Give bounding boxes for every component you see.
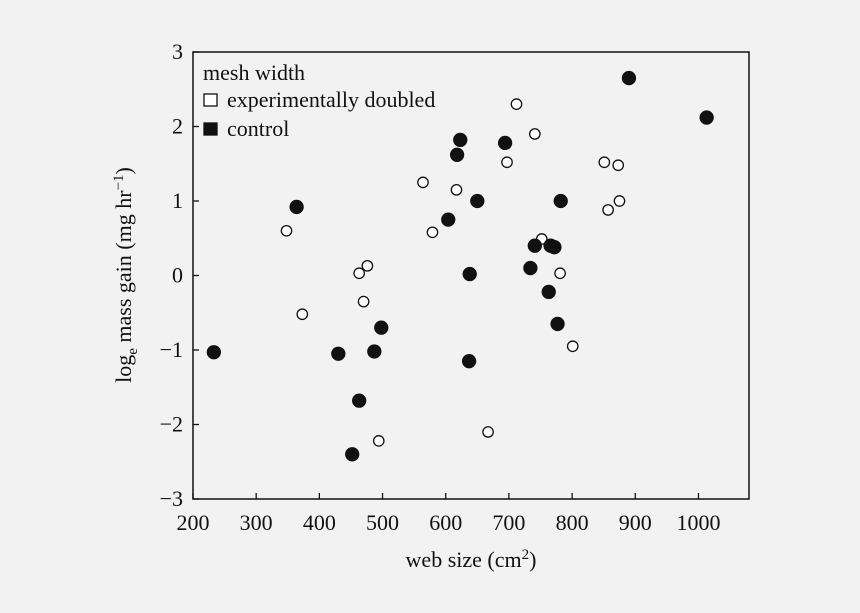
point-control: [553, 193, 568, 209]
point-control: [621, 70, 637, 86]
point-control: [367, 344, 382, 359]
point-control: [374, 320, 389, 335]
point-doubled: [417, 176, 429, 189]
point-control: [470, 193, 485, 209]
y-tick-label: −3: [160, 486, 183, 511]
x-tick-label: 300: [240, 510, 273, 535]
x-tick-label: 700: [492, 510, 525, 535]
point-doubled: [353, 267, 366, 280]
x-tick-label: 800: [556, 510, 589, 535]
point-doubled: [566, 340, 579, 353]
y-axis-label: loge mass gain (mg hr−1): [111, 167, 141, 383]
legend-swatch-open: [203, 93, 218, 107]
legend-swatch-filled: [203, 122, 218, 136]
y-tick-label: 1: [172, 188, 183, 213]
point-control: [331, 346, 346, 361]
legend-entry-doubled: experimentally doubled: [227, 87, 435, 112]
point-doubled: [372, 435, 385, 447]
point-doubled: [361, 259, 374, 272]
legend-entry-control: control: [227, 116, 289, 141]
y-tick-label: 0: [172, 263, 183, 288]
point-control: [461, 354, 477, 369]
x-tick-label: 900: [619, 510, 652, 535]
point-control: [449, 147, 465, 162]
point-doubled: [501, 156, 513, 169]
y-tick-label: −1: [160, 337, 183, 362]
point-control: [453, 132, 468, 148]
point-doubled: [598, 156, 611, 169]
point-doubled: [612, 159, 625, 172]
point-doubled: [296, 308, 309, 321]
point-control: [547, 240, 562, 255]
point-doubled: [280, 224, 293, 237]
point-doubled: [482, 426, 494, 438]
axis-ticks: 200 300 400 500 600 700 800 900 1000 −3 −2 −1 0 1 2 3: [160, 39, 721, 535]
point-control: [527, 238, 542, 253]
point-doubled: [357, 295, 370, 308]
point-doubled: [426, 226, 439, 239]
point-control: [441, 212, 456, 227]
point-control: [497, 135, 513, 151]
y-tick-label: 3: [172, 39, 183, 64]
point-control: [699, 110, 714, 125]
point-control: [352, 393, 367, 408]
y-tick-label: −2: [160, 412, 183, 437]
point-doubled: [602, 204, 614, 216]
point-control: [289, 199, 304, 215]
point-doubled: [554, 267, 566, 280]
point-control: [206, 345, 222, 360]
point-control: [550, 316, 565, 332]
x-tick-label: 200: [177, 510, 210, 535]
data-points: [206, 70, 714, 462]
x-tick-label: 1000: [676, 510, 720, 535]
legend-title: mesh width: [203, 60, 305, 85]
x-tick-label: 500: [366, 510, 399, 535]
point-control: [462, 266, 477, 282]
legend: mesh width experimentally doubled contro…: [203, 60, 435, 141]
x-axis-label: web size (cm2): [406, 547, 537, 572]
point-doubled: [528, 128, 541, 140]
point-control: [345, 447, 360, 462]
x-tick-label: 600: [429, 510, 462, 535]
point-doubled: [510, 98, 523, 111]
x-tick-label: 400: [303, 510, 336, 535]
point-control: [523, 260, 538, 276]
y-tick-label: 2: [172, 114, 183, 139]
point-doubled: [450, 183, 463, 196]
point-control: [541, 284, 556, 300]
point-doubled: [613, 195, 626, 207]
